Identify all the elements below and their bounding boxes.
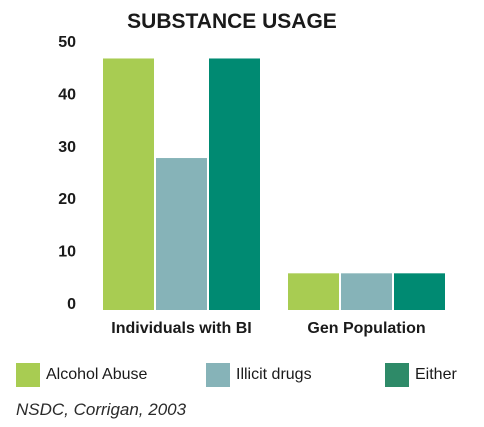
legend-label: Alcohol Abuse — [46, 366, 148, 383]
legend-swatch-alcohol-abuse — [16, 363, 40, 387]
y-tick-label: 30 — [58, 139, 76, 156]
y-tick-label: 50 — [58, 34, 76, 51]
bar-illicit-drugs-gen-population — [341, 273, 392, 310]
y-tick-label: 10 — [58, 244, 76, 261]
legend-item-alcohol-abuse: Alcohol Abuse — [16, 362, 147, 388]
bar-either-individuals-with-bi — [209, 58, 260, 311]
legend-label: Illicit drugs — [236, 366, 312, 383]
y-tick-label: 20 — [58, 191, 76, 208]
legend-item-either: Either — [385, 362, 457, 388]
chart-title: SUBSTANCE USAGE — [127, 10, 337, 33]
legend-swatch-either — [385, 363, 409, 387]
y-tick-label: 0 — [67, 296, 76, 313]
bar-illicit-drugs-individuals-with-bi — [156, 158, 207, 310]
bar-either-gen-population — [394, 273, 445, 310]
legend-item-illicit-drugs: Illicit drugs — [206, 362, 312, 388]
y-tick-label: 40 — [58, 86, 76, 103]
bar-alcohol-abuse-individuals-with-bi — [103, 58, 154, 311]
x-category-label: Individuals with BI — [111, 320, 251, 337]
legend: Alcohol Abuse Illicit drugs Either — [16, 362, 476, 390]
bar-chart: SUBSTANCE USAGE 0 10 20 30 40 50 Individuals … — [58, 10, 445, 337]
legend-swatch-illicit-drugs — [206, 363, 230, 387]
bar-alcohol-abuse-gen-population — [288, 273, 339, 310]
legend-label: Either — [415, 366, 457, 383]
x-category-label: Gen Population — [307, 320, 425, 337]
source-citation: NSDC, Corrigan, 2003 — [16, 400, 187, 419]
